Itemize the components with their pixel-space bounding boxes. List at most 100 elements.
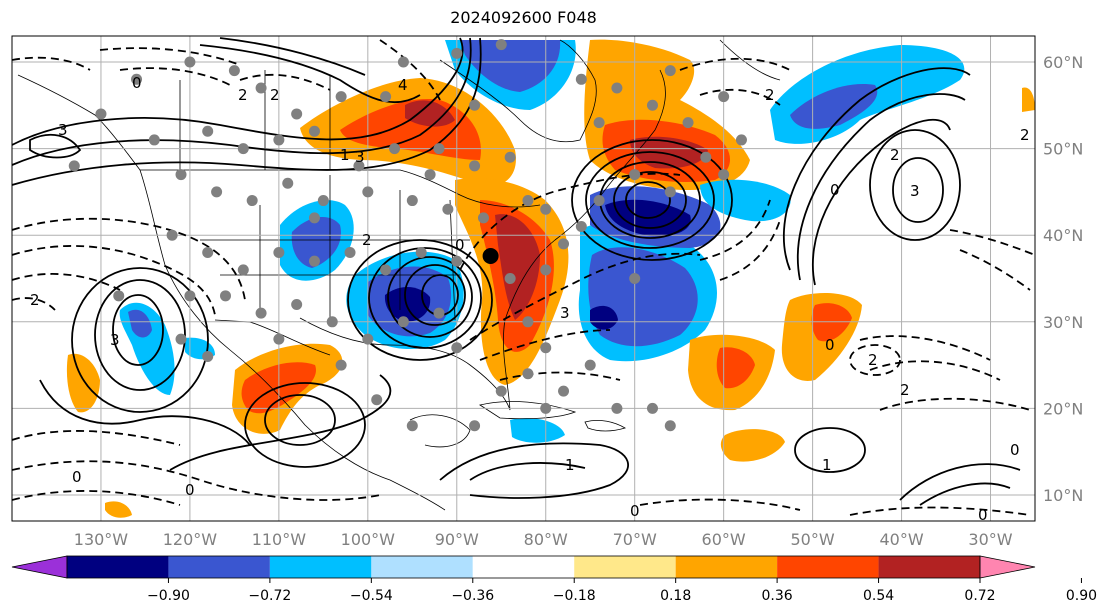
shade-negative-strong bbox=[291, 216, 341, 268]
station-dot bbox=[406, 420, 418, 432]
colorbar-bin bbox=[168, 556, 270, 578]
colorbar-extend-low bbox=[11, 555, 68, 579]
shade-negative-strong bbox=[460, 40, 561, 92]
contour-label: 3 bbox=[910, 182, 920, 200]
station-dot bbox=[202, 125, 214, 137]
colorbar-tick-label: 0.90 bbox=[1066, 588, 1097, 604]
contour-label: 0 bbox=[185, 481, 195, 499]
station-dot bbox=[362, 333, 374, 345]
contour-label: 0 bbox=[455, 236, 465, 254]
contour-label: 1 bbox=[565, 456, 575, 474]
colorbar-tick-label: −0.72 bbox=[248, 588, 291, 604]
station-dot bbox=[424, 169, 436, 181]
contour-label: 2 bbox=[900, 381, 910, 399]
contour-label: 3 bbox=[110, 331, 120, 349]
station-dot bbox=[629, 273, 641, 284]
colorbar-tick-label: −0.18 bbox=[553, 588, 596, 604]
figure-title: 2024092600 F048 bbox=[450, 8, 597, 27]
station-dot bbox=[629, 169, 641, 181]
border-us-mexico bbox=[214, 319, 331, 356]
longitude-label: 40°W bbox=[879, 530, 923, 549]
contour-pacific-high bbox=[39, 267, 251, 446]
coastline-cuba bbox=[478, 401, 577, 420]
coastline-gulf bbox=[299, 317, 511, 411]
contour-label: 2 bbox=[765, 86, 775, 104]
shade-negative-strong bbox=[128, 309, 152, 338]
station-dot bbox=[522, 316, 534, 328]
contour-label: 2 bbox=[1020, 126, 1030, 144]
station-dot bbox=[504, 151, 516, 163]
latitude-label: 30°N bbox=[1043, 313, 1083, 332]
shade-negative-deep bbox=[590, 305, 618, 330]
contour-caribbean bbox=[439, 427, 1021, 506]
longitude-label: 110°W bbox=[252, 530, 307, 549]
contour-label: 2 bbox=[30, 291, 40, 309]
station-dot bbox=[308, 125, 320, 137]
longitude-label: 30°W bbox=[968, 530, 1012, 549]
station-dot bbox=[148, 134, 160, 146]
station-dot bbox=[291, 108, 303, 120]
colorbar-bin bbox=[777, 556, 879, 578]
station-dot bbox=[326, 316, 338, 328]
longitude-label: 60°W bbox=[702, 530, 746, 549]
latitude-label: 40°N bbox=[1043, 226, 1083, 245]
contour-label: 1 bbox=[340, 146, 350, 164]
contour-label: 4 bbox=[398, 76, 408, 94]
station-dot bbox=[273, 134, 285, 146]
station-dot bbox=[718, 91, 730, 103]
contour-label-layer: 2 2 3 0 4 2 3 0 0 1 0 3 2 0 1 0 0 2 2 1 … bbox=[30, 74, 1030, 521]
station-dot bbox=[273, 247, 285, 259]
station-dot bbox=[282, 177, 294, 189]
station-dot bbox=[397, 56, 409, 68]
coastline-greenland bbox=[719, 39, 781, 81]
station-dot bbox=[682, 117, 694, 129]
station-dot bbox=[451, 255, 463, 267]
station-dot bbox=[335, 91, 347, 103]
station-dot bbox=[611, 402, 623, 414]
station-dot bbox=[255, 307, 267, 319]
contour-label: 1 bbox=[822, 456, 832, 474]
station-dot bbox=[442, 203, 454, 215]
contour-label: 0 bbox=[630, 502, 640, 520]
contour-gulf-low bbox=[347, 239, 493, 361]
colorbar-tick-label: 0.18 bbox=[660, 588, 691, 604]
contour-jet bbox=[12, 37, 482, 186]
station-dot bbox=[593, 117, 605, 129]
contour-label: 0 bbox=[132, 74, 142, 92]
colorbar-bin bbox=[371, 556, 473, 578]
observation-marker bbox=[482, 247, 499, 264]
station-dot bbox=[575, 73, 587, 85]
shade-positive bbox=[720, 429, 785, 462]
station-dot bbox=[540, 402, 552, 414]
colorbar-tick-label: −0.90 bbox=[147, 588, 190, 604]
station-dot bbox=[664, 186, 676, 198]
station-dot bbox=[228, 65, 240, 77]
colorbar-outline bbox=[66, 555, 981, 579]
map-panel: 2 2 3 0 4 2 3 0 0 1 0 3 2 0 1 0 0 2 2 1 … bbox=[12, 36, 1035, 521]
station-dot bbox=[540, 203, 552, 215]
station-dot bbox=[718, 169, 730, 181]
station-dot bbox=[371, 394, 383, 406]
shade-positive bbox=[66, 353, 100, 413]
shade-positive-strong bbox=[716, 347, 755, 389]
station-dot bbox=[131, 73, 143, 85]
colorbar-tick-label: 0.72 bbox=[964, 588, 995, 604]
station-dot bbox=[433, 307, 445, 319]
station-dot bbox=[95, 108, 107, 120]
contour-layer bbox=[12, 37, 1035, 516]
latitude-labels: 60°N 50°N 40°N 30°N 20°N 10°N bbox=[1043, 53, 1083, 505]
station-dot bbox=[255, 82, 267, 94]
colorbar-bin bbox=[878, 556, 980, 578]
contour-label: 2 bbox=[362, 231, 372, 249]
station-dot bbox=[540, 342, 552, 354]
station-dot bbox=[362, 186, 374, 198]
station-dot bbox=[273, 333, 285, 345]
shade-negative bbox=[700, 179, 791, 222]
longitude-labels: 130°W 120°W 110°W 100°W 90°W 80°W 70°W 60°W 50°W… bbox=[74, 530, 1013, 549]
station-dot bbox=[469, 420, 481, 432]
contour-atlantic-ridge bbox=[782, 67, 971, 286]
coastline-atlantic bbox=[504, 69, 666, 321]
station-dot bbox=[237, 264, 249, 276]
longitude-label: 50°W bbox=[791, 530, 835, 549]
station-dot bbox=[335, 359, 347, 371]
